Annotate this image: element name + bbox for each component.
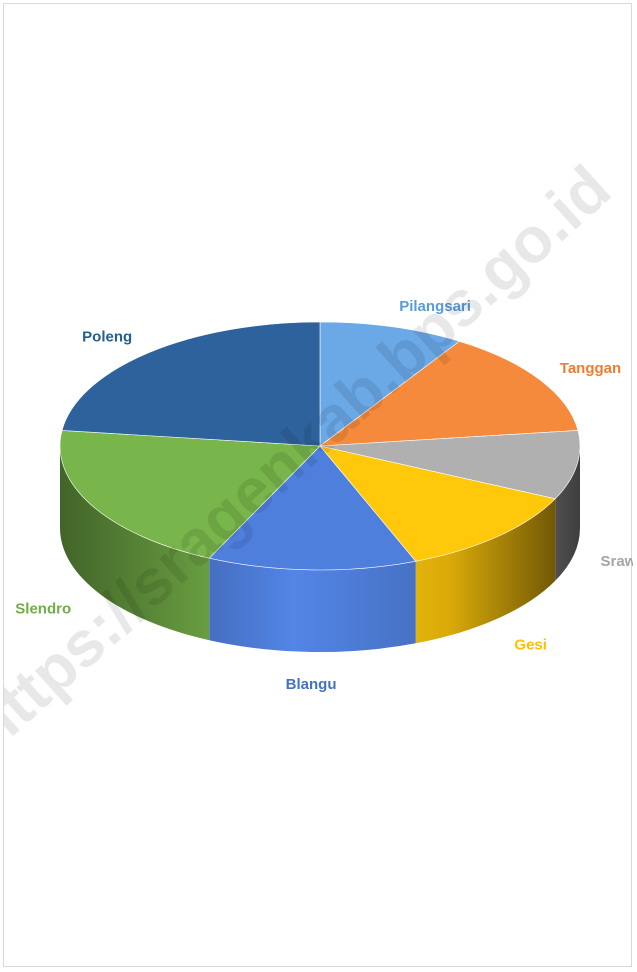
label-srawung: Srawung (601, 553, 633, 570)
pie-slice-srawung (319, 430, 581, 500)
pie-slice-slendro (59, 430, 321, 559)
label-gesi: Gesi (514, 636, 547, 653)
pie-chart: Pilangsari Tanggan Srawung Gesi Blangu Slendr… (4, 151, 633, 764)
pie-slice-tanggan (319, 340, 579, 447)
pie-side-blangu (209, 558, 416, 652)
label-slendro: Slendro (15, 600, 71, 617)
chart-frame: Pilangsari Tanggan Srawung Gesi Blangu Slendr… (3, 3, 633, 967)
pie-labels: Pilangsari Tanggan Srawung Gesi Blangu Slendr… (15, 298, 633, 693)
label-blangu: Blangu (286, 676, 337, 693)
label-tanggan: Tanggan (560, 360, 621, 377)
label-pilangsari: Pilangsari (399, 298, 471, 315)
pie-tops (59, 321, 581, 571)
pie-slice-gesi (319, 445, 556, 562)
pie-side-srawung (555, 446, 580, 581)
pie-slice-pilangsari (319, 321, 460, 447)
label-poleng: Poleng (82, 328, 132, 345)
pie-side-gesi (415, 498, 556, 644)
pie-slice-blangu (208, 445, 417, 571)
pie-sides (60, 446, 580, 652)
pie-side-slendro (60, 446, 210, 641)
pie-slice-poleng (61, 321, 321, 447)
